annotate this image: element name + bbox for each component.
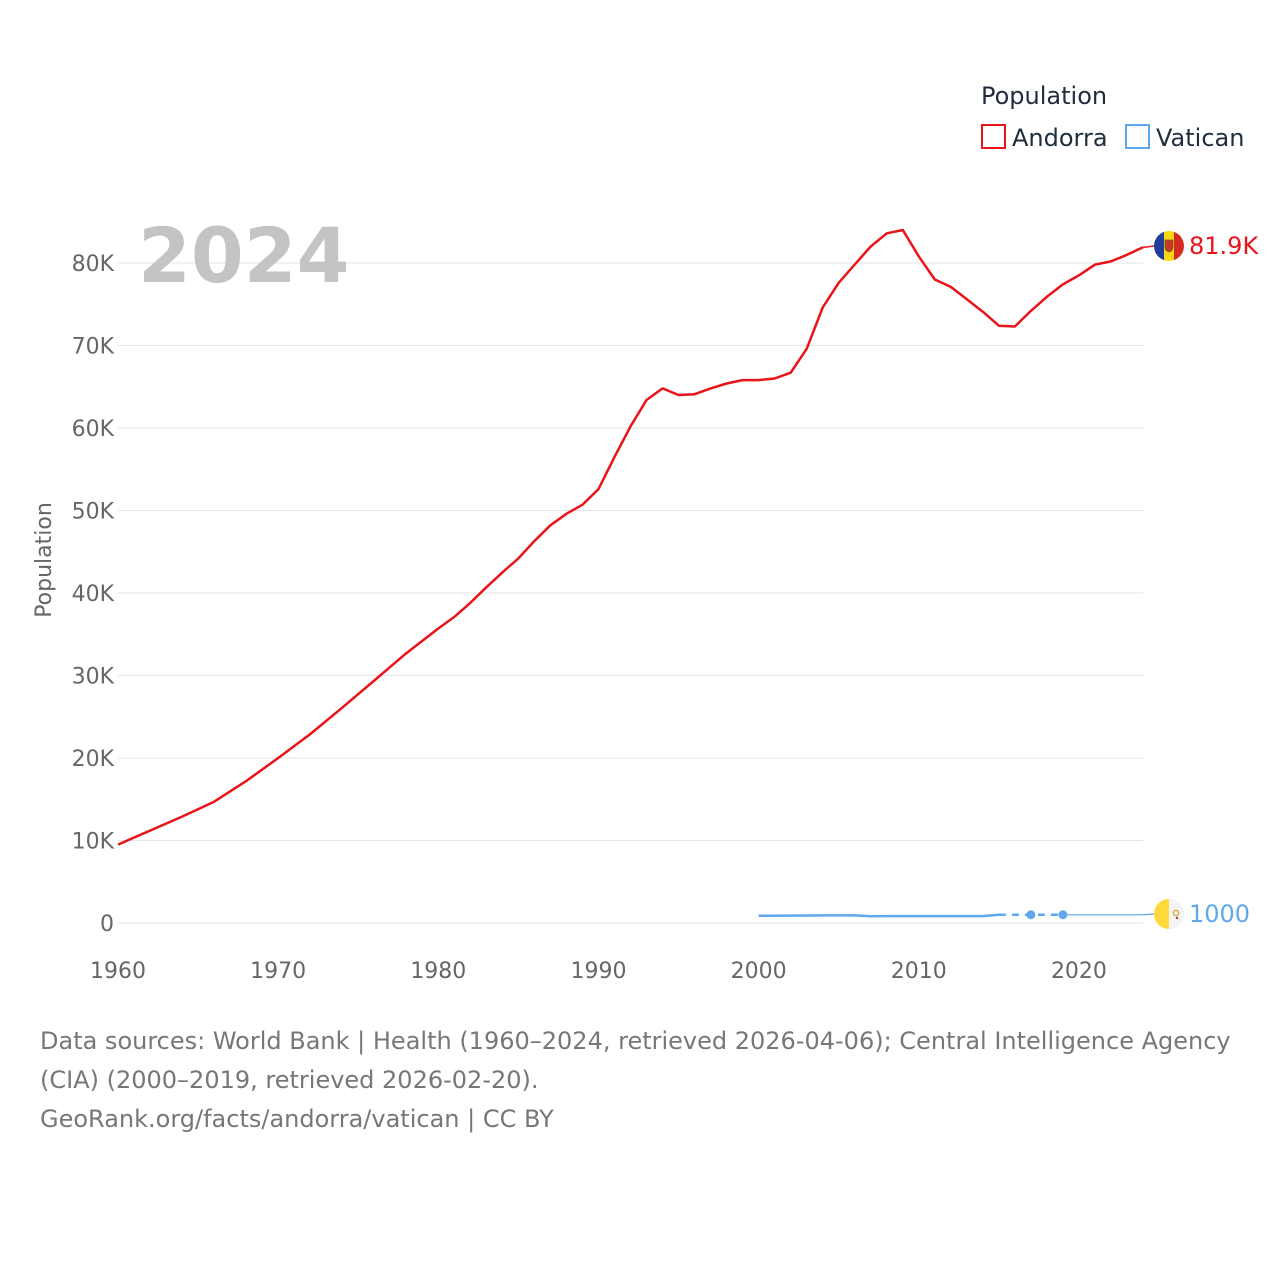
credit-link[interactable]: GeoRank.org/facts/andorra/vatican | CC B… bbox=[40, 1105, 554, 1133]
x-axis-ticks: 1960 1970 1980 1990 2000 2010 2020 bbox=[90, 959, 1107, 984]
legend-item-vatican[interactable]: Vatican bbox=[1125, 124, 1244, 152]
x-tick-label: 1960 bbox=[90, 959, 146, 984]
vatican-point[interactable] bbox=[1058, 910, 1068, 920]
y-tick-label: 50K bbox=[72, 500, 115, 525]
y-tick-label: 80K bbox=[72, 252, 115, 277]
x-tick-label: 1990 bbox=[570, 959, 626, 984]
legend-swatch-vatican bbox=[1125, 124, 1150, 149]
x-tick-label: 1980 bbox=[410, 959, 466, 984]
x-tick-label: 1970 bbox=[250, 959, 306, 984]
y-tick-label: 60K bbox=[72, 417, 115, 442]
andorra-flag-icon bbox=[1154, 231, 1184, 261]
y-tick-label: 30K bbox=[72, 665, 115, 690]
vatican-point[interactable] bbox=[1026, 910, 1036, 920]
legend-title: Population bbox=[981, 82, 1107, 110]
vatican-line[interactable] bbox=[758, 913, 1000, 918]
legend-label-vatican: Vatican bbox=[1156, 124, 1244, 152]
y-axis-ticks: 0 10K 20K 30K 40K 50K 60K 70K 80K bbox=[72, 252, 115, 937]
y-tick-label: 10K bbox=[72, 830, 115, 855]
y-tick-label: 20K bbox=[72, 747, 115, 772]
footer: Data sources: World Bank | Health (1960–… bbox=[40, 1022, 1250, 1139]
legend: Population Andorra Vatican bbox=[981, 82, 1244, 152]
x-tick-label: 2020 bbox=[1051, 959, 1107, 984]
legend-swatch-andorra bbox=[981, 124, 1006, 149]
andorra-end-label: 81.9K bbox=[1189, 232, 1259, 260]
vatican-flag-icon bbox=[1154, 899, 1184, 929]
y-tick-label: 70K bbox=[72, 335, 115, 360]
y-tick-label: 0 bbox=[100, 912, 114, 937]
legend-label-andorra: Andorra bbox=[1012, 124, 1108, 152]
x-tick-label: 2000 bbox=[731, 959, 787, 984]
legend-item-andorra[interactable]: Andorra bbox=[981, 124, 1108, 152]
y-axis-label: Population bbox=[32, 502, 57, 618]
grid-lines bbox=[118, 262, 1143, 924]
y-tick-label: 40K bbox=[72, 582, 115, 607]
andorra-line[interactable] bbox=[117, 228, 1144, 846]
vatican-end-connector bbox=[1142, 913, 1155, 916]
vatican-end-label: 1000 bbox=[1189, 900, 1250, 928]
x-tick-label: 2010 bbox=[891, 959, 947, 984]
year-watermark: 2024 bbox=[138, 211, 350, 300]
data-sources-note: Data sources: World Bank | Health (1960–… bbox=[40, 1027, 1231, 1094]
series-layer bbox=[117, 228, 1155, 920]
andorra-end-connector bbox=[1142, 245, 1155, 249]
